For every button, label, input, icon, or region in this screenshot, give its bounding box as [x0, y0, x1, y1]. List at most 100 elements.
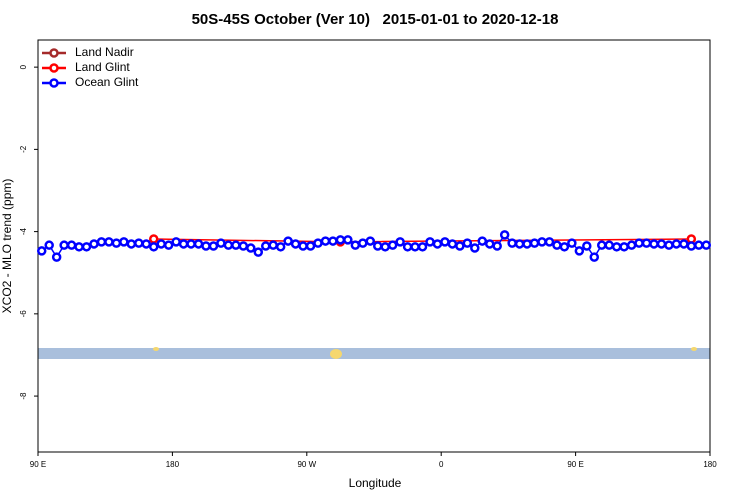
data-point: [544, 237, 555, 247]
data-point: [611, 242, 622, 252]
data-point: [559, 242, 570, 252]
data-point: [81, 242, 92, 252]
data-point: [447, 239, 458, 249]
data-point: [701, 240, 712, 250]
data-point: [537, 237, 547, 247]
data-point: [313, 238, 323, 248]
data-point: [365, 236, 376, 246]
x-tick-label: 90 W: [297, 460, 316, 469]
data-point: [44, 240, 54, 250]
data-point: [66, 240, 77, 250]
data-point: [163, 240, 174, 250]
data-point: [350, 240, 361, 250]
data-point: [372, 241, 383, 251]
y-tick-label: -6: [19, 310, 28, 318]
data-point: [178, 239, 189, 249]
data-point: [462, 238, 473, 248]
data-point: [649, 239, 659, 249]
data-point: [119, 237, 129, 247]
legend-label: Land Nadir: [75, 45, 134, 59]
data-point: [395, 237, 405, 247]
data-point: [328, 236, 338, 246]
data-point: [335, 235, 346, 245]
data-point: [305, 241, 316, 251]
x-tick-label: 0: [439, 460, 444, 469]
data-point: [186, 239, 196, 249]
data-point: [679, 239, 689, 249]
data-point: [298, 241, 308, 251]
data-point: [626, 240, 637, 250]
data-point: [507, 238, 517, 248]
chart-title: 50S-45S October (Ver 10) 2015-01-01 to 2…: [192, 11, 559, 28]
map-strip: [38, 348, 710, 359]
data-point: [290, 239, 301, 249]
data-point: [641, 238, 652, 248]
data-point: [596, 240, 607, 250]
data-point: [664, 240, 674, 250]
x-axis-label: Longitude: [349, 476, 402, 490]
data-point: [74, 242, 84, 252]
data-point: [440, 237, 450, 247]
data-point: [231, 240, 241, 250]
legend-marker: [49, 63, 59, 73]
data-point: [275, 242, 286, 252]
data-point: [492, 241, 502, 251]
y-axis-label: XCO2 - MLO trend (ppm): [0, 179, 14, 314]
x-tick-label: 180: [703, 460, 717, 469]
data-point: [514, 239, 525, 249]
data-point: [216, 238, 226, 248]
data-point: [470, 243, 480, 253]
data-point: [499, 230, 510, 240]
data-point: [529, 238, 540, 248]
y-tick-label: 0: [19, 64, 28, 69]
data-point: [358, 238, 368, 248]
data-point: [89, 239, 99, 249]
legend-marker: [49, 48, 59, 58]
data-point: [589, 252, 600, 262]
land-patch: [691, 347, 697, 351]
data-point: [148, 234, 159, 244]
data-point: [126, 239, 137, 249]
data-point: [619, 242, 629, 252]
data-point: [484, 239, 495, 249]
y-tick-label: -2: [19, 145, 28, 153]
data-point: [201, 241, 211, 251]
data-point: [656, 239, 667, 249]
land-patch: [330, 349, 342, 359]
data-point: [238, 241, 249, 251]
data-point: [686, 241, 697, 251]
data-point: [193, 239, 204, 249]
data-point: [582, 241, 592, 251]
data-point: [283, 236, 293, 246]
data-point: [574, 246, 585, 256]
y-tick-label: -4: [19, 228, 28, 236]
legend-label: Ocean Glint: [75, 75, 139, 89]
data-point: [148, 242, 159, 252]
data-point: [522, 239, 532, 249]
data-point: [425, 237, 435, 247]
data-point: [634, 238, 644, 248]
data-point: [208, 241, 219, 251]
x-tick-label: 180: [166, 460, 180, 469]
data-point: [432, 239, 443, 249]
data-point: [36, 246, 47, 256]
data-point: [694, 240, 704, 250]
data-point: [223, 240, 234, 250]
data-point: [417, 242, 428, 252]
data-point: [671, 239, 682, 249]
data-point: [111, 238, 122, 248]
data-point: [552, 240, 562, 250]
data-point: [455, 241, 465, 251]
data-point: [320, 236, 331, 246]
data-point: [410, 242, 420, 252]
land-patch: [153, 347, 159, 351]
data-point: [246, 243, 256, 253]
legend-label: Land Glint: [75, 60, 130, 74]
data-point: [477, 236, 488, 246]
data-point: [141, 239, 152, 249]
data-point: [96, 237, 107, 247]
data-point: [134, 238, 144, 248]
data-point: [268, 240, 278, 250]
